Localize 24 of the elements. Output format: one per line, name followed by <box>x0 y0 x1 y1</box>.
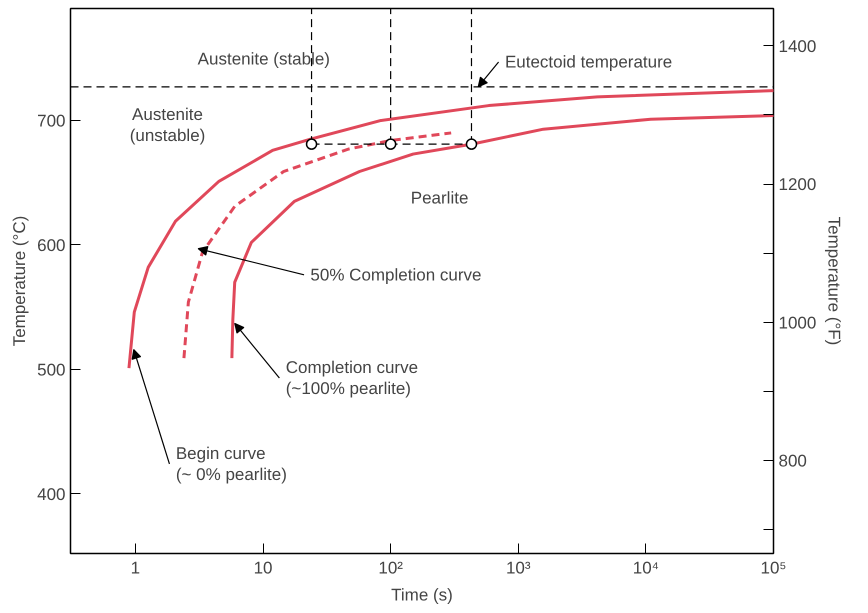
annotation: Begin curve (~ 0% pearlite) <box>176 444 287 484</box>
x-tick-label: 10² <box>378 558 404 578</box>
y-tick-label: 700 <box>37 111 66 130</box>
y2-tick-label: 800 <box>778 452 807 471</box>
annotation: Austenite (unstable) <box>130 105 206 146</box>
x-tick-label: 10³ <box>506 558 531 578</box>
y-tick-label: 400 <box>37 484 66 504</box>
annotation: 50% Completion curve <box>310 265 482 284</box>
y2-tick-label: 1200 <box>778 175 816 194</box>
y-tick-label: 600 <box>37 236 66 255</box>
y2-axis-title: Temperature (°F) <box>824 216 844 346</box>
annotation: Austenite (stable) <box>198 50 330 69</box>
y-tick-label: 500 <box>37 360 66 380</box>
x-axis-title: Time (s) <box>391 586 453 604</box>
annotation: Completion curve (~100% pearlite) <box>286 358 418 398</box>
x-tick-label: 10 <box>254 558 272 578</box>
x-tick-label: 10⁵ <box>760 558 786 578</box>
x-tick-label: 1 <box>130 558 140 578</box>
x-tick-label: 10⁴ <box>632 558 659 578</box>
annotation: Eutectoid temperature <box>504 52 672 72</box>
y2-tick-label: 1400 <box>778 36 816 56</box>
y-axis-title: Temperature (°C) <box>10 216 30 346</box>
annotation: Pearlite <box>410 188 468 208</box>
y2-tick-label: 1000 <box>778 313 816 332</box>
